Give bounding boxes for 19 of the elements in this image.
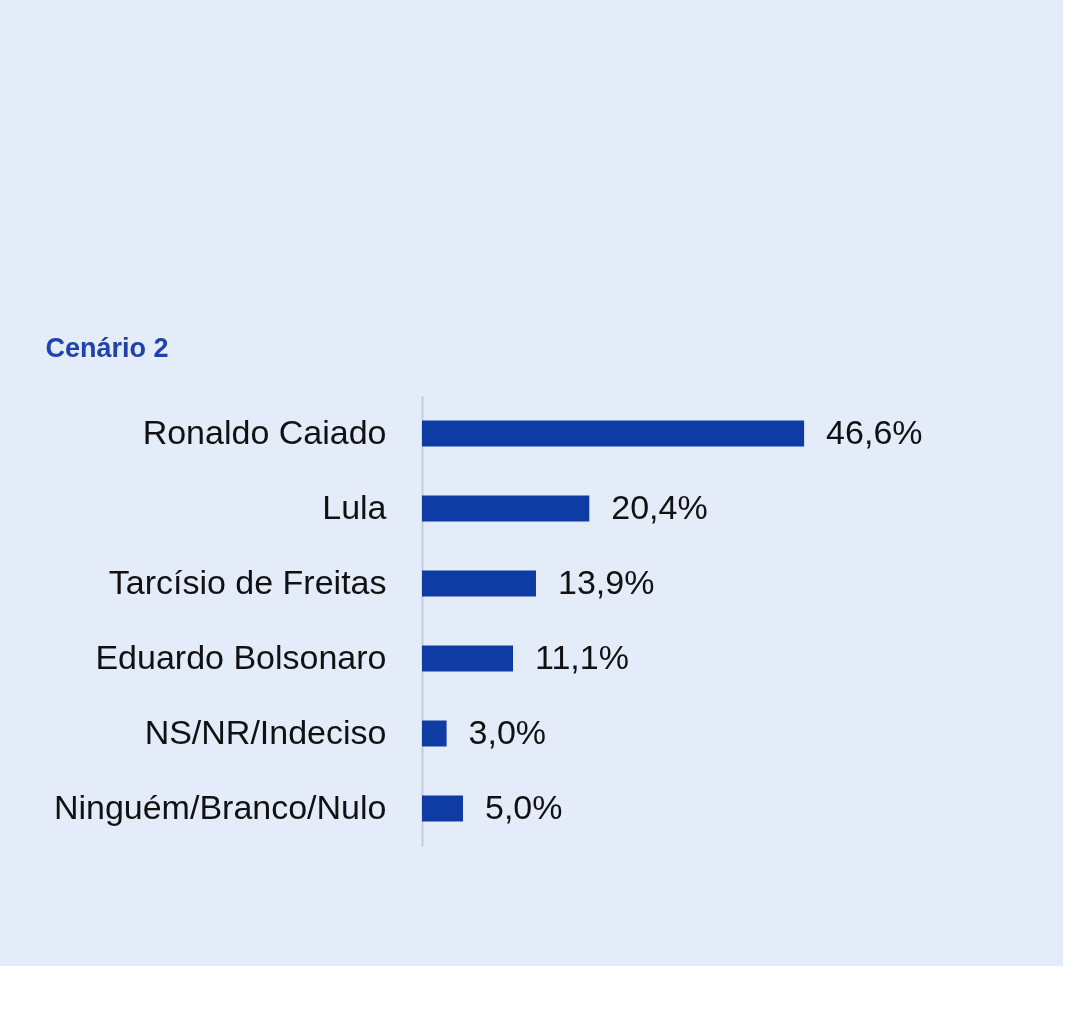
data-label: 11,1% bbox=[535, 637, 629, 676]
data-label: 3,0% bbox=[468, 712, 547, 751]
text: Cenário 2 bbox=[45, 333, 169, 363]
data-label: 5,0% bbox=[485, 787, 563, 826]
y-tick-label: Eduardo Bolsonaro bbox=[95, 637, 387, 676]
bar bbox=[422, 645, 514, 672]
bar bbox=[422, 570, 536, 597]
bar bbox=[422, 720, 447, 747]
bar bbox=[422, 420, 805, 447]
y-tick-label: Tarcísio de Freitas bbox=[108, 562, 387, 601]
data-label: 13,9% bbox=[557, 562, 655, 601]
y-tick-label: Lula bbox=[322, 487, 387, 526]
bar bbox=[422, 495, 590, 522]
y-tick-label: Ronaldo Caiado bbox=[142, 412, 387, 451]
data-label: 20,4% bbox=[611, 487, 708, 526]
y-tick-label: NS/NR/Indeciso bbox=[144, 712, 387, 751]
data-label: 46,6% bbox=[826, 412, 923, 451]
bar bbox=[422, 795, 463, 822]
y-tick-label: Ninguém/Branco/Nulo bbox=[53, 787, 387, 826]
